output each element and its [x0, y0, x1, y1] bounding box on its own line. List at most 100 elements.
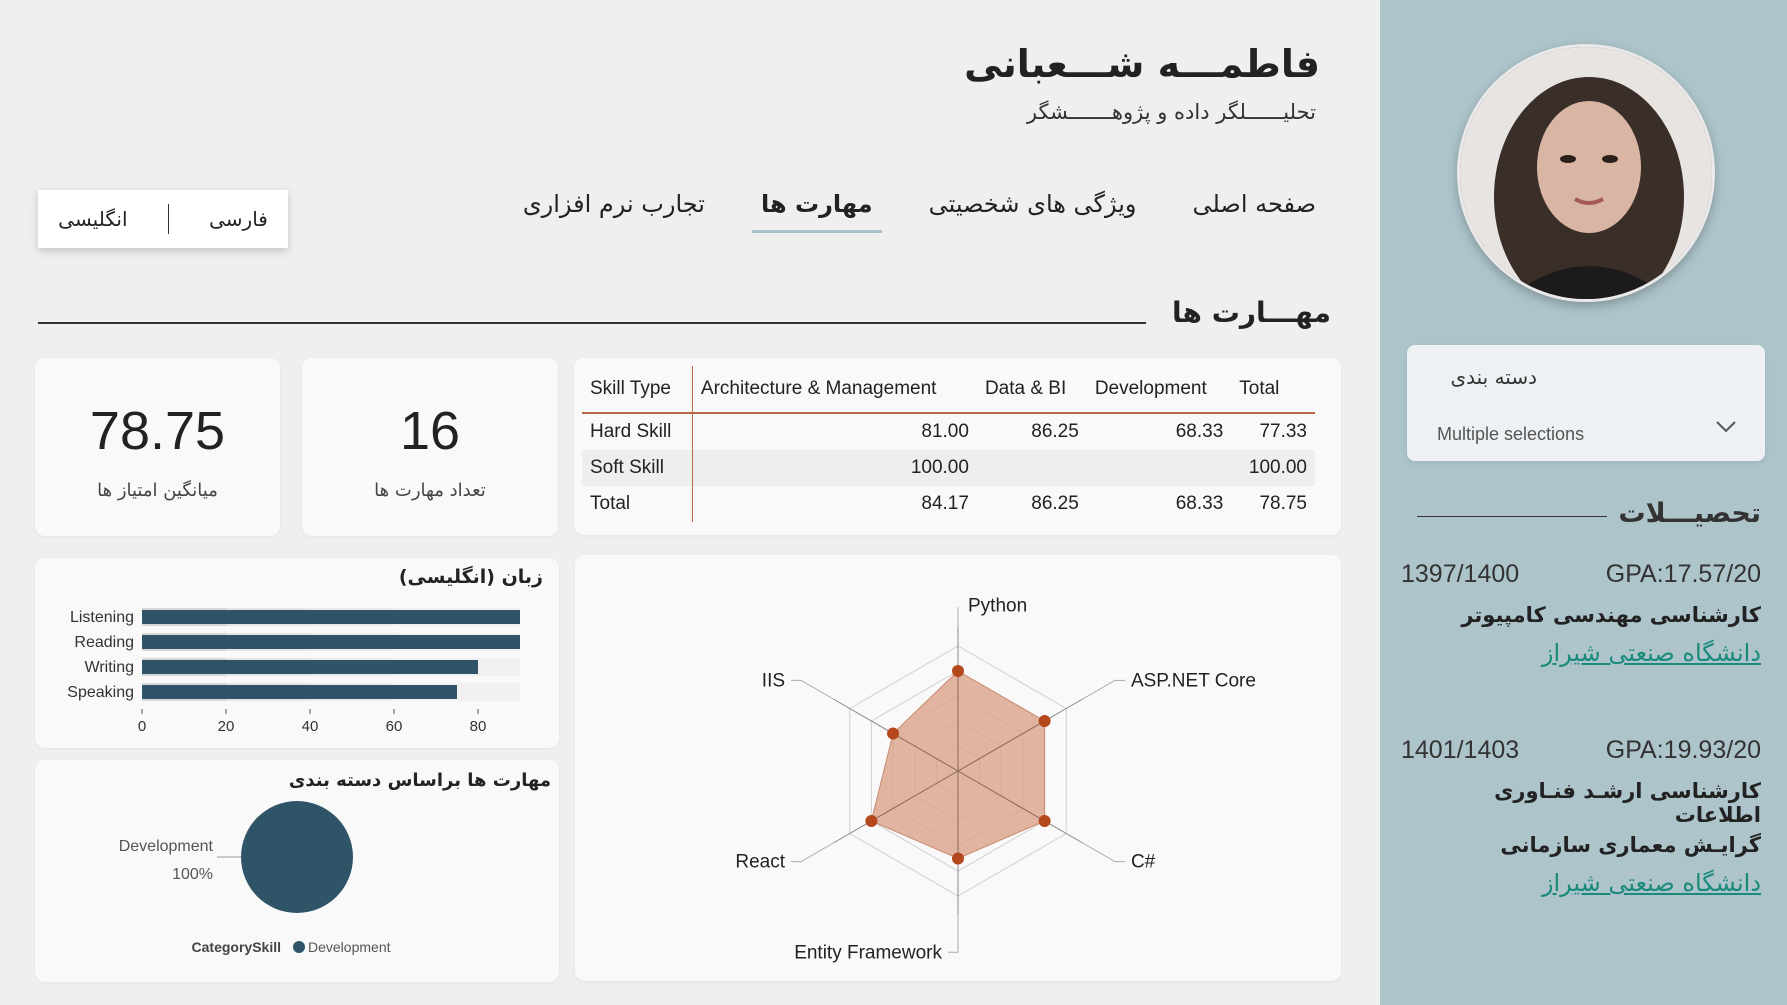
skills-matrix: Skill Type Architecture & Management Dat…: [582, 366, 1315, 522]
language-divider: [167, 204, 169, 234]
radar-leader-line: [791, 842, 834, 863]
tab-personality[interactable]: ویژگی های شخصیتی: [928, 190, 1137, 218]
education-university-link[interactable]: دانشگاه صنعتی شیراز: [1541, 639, 1761, 667]
language-en-button[interactable]: انگلیسی: [58, 207, 128, 231]
legend-marker: [293, 941, 305, 953]
radar-point: [887, 727, 900, 740]
table-cell: 68.33: [1175, 421, 1224, 442]
column-header[interactable]: Data & BI: [976, 366, 1087, 414]
table-cell: 77.33: [1259, 421, 1307, 442]
table-cell: 100.00: [692, 450, 977, 486]
radar-point: [952, 852, 964, 865]
radar-inner-spoke: [871, 770, 959, 822]
page-title: فاطمـــه شـــعبانی: [964, 42, 1320, 86]
row-label: Hard Skill: [582, 413, 693, 450]
avg-score-card: 78.75 میانگین امتیاز ها: [35, 358, 280, 536]
table-cell: 78.75: [1259, 493, 1307, 514]
skill-count-value: 16: [399, 401, 461, 461]
radar-axis-label: Python: [968, 595, 1027, 616]
radar-inner-spoke: [957, 720, 1045, 772]
skill-count-card: 16 تعداد مهارت ها: [302, 358, 558, 536]
filter-title: دسته بندی: [1450, 365, 1537, 389]
filter-value[interactable]: Multiple selections: [1437, 424, 1585, 444]
bar: [142, 610, 520, 624]
radar-point: [1038, 815, 1051, 827]
table-cell: [1086, 450, 1232, 486]
column-header[interactable]: Skill Type: [582, 366, 693, 414]
column-header[interactable]: Development: [1086, 366, 1232, 414]
main-nav: صفحه اصلی ویژگی های شخصیتی مهارت ها تجار…: [514, 190, 1325, 233]
radar-axis-label: C#: [1131, 852, 1156, 873]
profile-photo: [1460, 47, 1712, 299]
education-specialization: گرایـش معماری سازمانی: [1500, 833, 1761, 857]
bar: [142, 635, 520, 649]
chevron-down-icon[interactable]: [1715, 415, 1737, 439]
table-cell: 86.25: [1031, 421, 1079, 442]
education-item: 1401/1403 GPA:19.93/20 کارشناسی ارشـد فن…: [1401, 736, 1761, 897]
radar-axis-label: ASP.NET Core: [1131, 670, 1256, 691]
table-total-row: Total 84.17 86.25 68.33 78.75: [582, 486, 1315, 522]
language-toggle: فارسی انگلیسی: [38, 190, 288, 248]
row-label: Soft Skill: [582, 450, 693, 486]
row-label: Total: [582, 486, 693, 522]
education-title: تحصیـــلات: [1618, 498, 1761, 529]
table-header-row: Skill Type Architecture & Management Dat…: [582, 366, 1315, 414]
radar-axis-label: React: [735, 852, 785, 873]
education-item: 1397/1400 GPA:17.57/20 کارشناسی مهندسی ک…: [1401, 560, 1761, 667]
tab-home[interactable]: صفحه اصلی: [1192, 190, 1316, 218]
skills-radar-chart: Python ASP.NET Core C# Entity Framework Reac…: [735, 595, 1256, 963]
education-university-link[interactable]: دانشگاه صنعتی شیراز: [1541, 869, 1761, 897]
chart-title: زبان (انگلیسی): [398, 566, 543, 588]
radar-leader-line: [948, 914, 959, 953]
pie-slice-label: Development: [119, 838, 214, 855]
table-row: Soft Skill 100.00 100.00: [582, 450, 1315, 486]
column-header[interactable]: Architecture & Management: [692, 366, 977, 414]
category-filter[interactable]: دسته بندی Multiple selections: [1407, 345, 1765, 461]
radar-leader-line: [1082, 842, 1125, 863]
table-cell: 81.00: [921, 421, 969, 442]
avatar: [1457, 44, 1715, 302]
category-pie-chart: Development 100% CategorySkill Development: [119, 801, 391, 955]
education-gpa: GPA:19.93/20: [1605, 736, 1761, 764]
language-fa-button[interactable]: فارسی: [209, 207, 268, 231]
radar-axis-label: Entity Framework: [794, 942, 942, 963]
education-years: 1397/1400: [1401, 560, 1520, 588]
radar-inner-spoke: [892, 733, 959, 772]
x-tick-label: 40: [302, 718, 319, 735]
x-tick-label: 0: [138, 718, 146, 735]
profile-sidebar: دسته بندی Multiple selections تحصیـــلات…: [1380, 0, 1787, 1005]
radar-point: [1038, 715, 1051, 727]
radar-leader-line: [791, 679, 834, 700]
radar-leader-line: [1082, 679, 1125, 700]
avg-score-value: 78.75: [89, 401, 226, 461]
bar-category-label: Reading: [74, 634, 134, 651]
skills-radar-card: Python ASP.NET Core C# Entity Framework Reac…: [575, 555, 1341, 981]
radar-axis-label: IIS: [762, 670, 785, 691]
chart-title: مهارت ها براساس دسته بندی: [288, 770, 551, 791]
column-header[interactable]: Total: [1231, 366, 1315, 414]
education-gpa: GPA:17.57/20: [1605, 560, 1761, 588]
table-cell: 68.33: [1175, 493, 1224, 514]
bar: [142, 660, 478, 674]
skill-count-label: تعداد مهارت ها: [374, 480, 486, 501]
legend-title: CategorySkill: [192, 939, 281, 955]
table-row: Hard Skill 81.00 86.25 68.33 77.33: [582, 413, 1315, 450]
category-chart-card: مهارت ها براساس دسته بندی Development 100…: [35, 760, 559, 982]
tab-software-experience[interactable]: تجارب نرم افزاری: [522, 190, 705, 218]
bar: [142, 685, 457, 699]
page-subtitle: تحلیــــــلگر داده و پژوهـــــــشگر: [1026, 100, 1316, 124]
education-degree: کارشناسی ارشـد فنـاوری اطلاعات: [1494, 779, 1761, 827]
table-cell: 100.00: [1231, 450, 1315, 486]
language-chart-card: زبان (انگلیسی) Listening Reading Writing Sp…: [35, 558, 559, 748]
education-divider: [1417, 516, 1607, 517]
pie-slice-percent: 100%: [172, 866, 213, 883]
tab-skills[interactable]: مهارت ها: [751, 190, 882, 233]
section-divider: [38, 322, 1146, 324]
radar-point: [865, 815, 878, 827]
table-cell: 84.17: [921, 493, 969, 514]
bar-category-label: Writing: [85, 659, 135, 676]
education-years: 1401/1403: [1401, 736, 1520, 764]
bar-category-label: Listening: [70, 609, 134, 626]
radar-inner-spoke: [957, 770, 1045, 822]
